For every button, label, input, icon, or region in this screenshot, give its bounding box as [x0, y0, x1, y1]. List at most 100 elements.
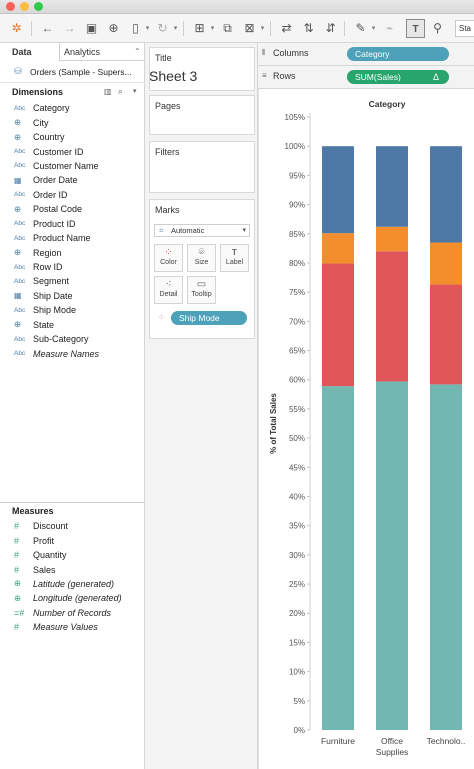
- close-window-button[interactable]: [6, 2, 15, 11]
- sort-ascending-icon[interactable]: ⇅: [303, 21, 314, 35]
- title-card[interactable]: Title: [149, 47, 255, 91]
- search-icon[interactable]: ⌕: [118, 86, 124, 96]
- refresh-icon[interactable]: ↻: [157, 21, 168, 35]
- bar-segment[interactable]: [376, 146, 408, 227]
- size-button[interactable]: ⌾ Size: [187, 244, 216, 272]
- bar-segment[interactable]: [430, 284, 462, 385]
- chevron-down-icon[interactable]: ▾: [133, 88, 137, 95]
- x-category-label[interactable]: Technolo..: [427, 736, 466, 746]
- dimension-state[interactable]: ⊕ State: [0, 318, 145, 332]
- ship-mode-color-pill[interactable]: Ship Mode: [171, 311, 247, 325]
- chevron-down-icon[interactable]: ▾: [210, 25, 215, 32]
- new-worksheet-icon[interactable]: ⊞: [194, 21, 205, 35]
- pages-card[interactable]: Pages: [149, 95, 255, 135]
- measure-quantity[interactable]: # Quantity: [0, 548, 145, 562]
- measure-sales[interactable]: # Sales: [0, 562, 145, 576]
- bar-segment[interactable]: [430, 242, 462, 285]
- dimension-sub-category[interactable]: Abc Sub-Category: [0, 332, 145, 346]
- dimension-region[interactable]: ⊕ Region: [0, 245, 145, 259]
- bar-segment[interactable]: [376, 381, 408, 730]
- dimension-city[interactable]: ⊕ City: [0, 115, 145, 129]
- tab-analytics-arrow-icon[interactable]: ⌃: [134, 47, 141, 56]
- dimension-product-id[interactable]: Abc Product ID: [0, 217, 145, 231]
- y-tick-label: 10%: [289, 668, 305, 677]
- sum-sales-row-pill[interactable]: SUM(Sales) Δ: [347, 70, 449, 84]
- dimension-category[interactable]: Abc Category: [0, 101, 145, 115]
- tooltip-label: Tooltip: [191, 291, 212, 298]
- tab-data[interactable]: Data: [0, 43, 60, 61]
- measure-latitude-generated[interactable]: ⊕ Latitude (generated): [0, 577, 145, 591]
- measure-longitude-generated[interactable]: ⊕ Longitude (generated): [0, 591, 145, 605]
- dimension-segment[interactable]: Abc Segment: [0, 274, 145, 288]
- detail-button[interactable]: ⁖ Detail: [154, 276, 183, 304]
- text-type-icon: Abc: [14, 191, 26, 199]
- new-data-source-icon[interactable]: ⊕: [108, 21, 119, 35]
- chevron-down-icon[interactable]: ▾: [371, 25, 376, 32]
- tableau-logo-icon[interactable]: ✲: [11, 21, 22, 35]
- rows-shelf: ≡ Rows SUM(Sales) Δ: [258, 66, 474, 89]
- dimension-order-id[interactable]: Abc Order ID: [0, 188, 145, 202]
- zoom-window-button[interactable]: [34, 2, 43, 11]
- sort-descending-icon[interactable]: ⇵: [325, 21, 336, 35]
- dimension-measure-names[interactable]: Abc Measure Names: [0, 346, 145, 360]
- group-icon[interactable]: ⌁: [385, 21, 394, 35]
- bar-segment[interactable]: [322, 263, 354, 387]
- save-icon[interactable]: ▣: [85, 21, 98, 35]
- chevron-down-icon[interactable]: ▾: [145, 25, 150, 32]
- swap-axes-icon[interactable]: ⇄: [281, 21, 292, 35]
- bar-segment[interactable]: [376, 226, 408, 252]
- dimension-ship-date[interactable]: ▦ Ship Date: [0, 289, 145, 303]
- bar-segment[interactable]: [322, 386, 354, 730]
- tooltip-button[interactable]: ▭ Tooltip: [187, 276, 216, 304]
- highlight-icon[interactable]: ✎: [355, 21, 366, 35]
- filters-card[interactable]: Filters: [149, 141, 255, 193]
- color-button[interactable]: ⁘ Color: [154, 244, 183, 272]
- undo-icon[interactable]: ←: [41, 21, 54, 35]
- mark-type-dropdown[interactable]: ⌗ Automatic ▾: [154, 224, 250, 237]
- bar-segment[interactable]: [430, 384, 462, 730]
- tab-analytics[interactable]: Analytics: [64, 47, 101, 57]
- measure-number-of-records[interactable]: =# Number of Records: [0, 606, 145, 620]
- field-name: Order ID: [33, 189, 68, 200]
- dimension-country[interactable]: ⊕ Country: [0, 130, 145, 144]
- dimension-product-name[interactable]: Abc Product Name: [0, 231, 145, 245]
- bar-segment[interactable]: [322, 146, 354, 234]
- label-button[interactable]: T Label: [220, 244, 249, 272]
- data-source-row[interactable]: ⛁ Orders (Sample - Supers...: [0, 61, 145, 83]
- text-type-icon: Abc: [14, 277, 26, 285]
- bar-segment[interactable]: [322, 233, 354, 264]
- category-column-pill[interactable]: Category: [347, 47, 449, 61]
- view-mode-icon[interactable]: ▥: [104, 87, 112, 96]
- x-category-label[interactable]: Office: [381, 736, 403, 746]
- database-icon: ⛁: [14, 66, 22, 76]
- dimension-order-date[interactable]: ▦ Order Date: [0, 173, 145, 187]
- dimension-customer-id[interactable]: Abc Customer ID: [0, 144, 145, 158]
- globe-icon: ⊕: [14, 578, 22, 589]
- field-name: Ship Date: [33, 290, 73, 301]
- x-category-label[interactable]: Furniture: [321, 736, 355, 746]
- pause-updates-icon[interactable]: ▯: [132, 21, 139, 35]
- minimize-window-button[interactable]: [20, 2, 29, 11]
- dimension-customer-name[interactable]: Abc Customer Name: [0, 159, 145, 173]
- sheet-title[interactable]: Sheet 3: [149, 68, 198, 84]
- x-category-label[interactable]: Supplies: [376, 747, 409, 757]
- dimension-row-id[interactable]: Abc Row ID: [0, 260, 145, 274]
- bar-segment[interactable]: [376, 251, 408, 382]
- fix-axes-icon[interactable]: ⚲: [433, 21, 442, 35]
- dimension-postal-code[interactable]: ⊕ Postal Code: [0, 202, 145, 216]
- bar-segment[interactable]: [430, 146, 462, 243]
- measure-measure-values[interactable]: # Measure Values: [0, 620, 145, 634]
- show-me-button[interactable]: Sta: [455, 20, 474, 37]
- show-labels-icon[interactable]: T: [406, 19, 425, 38]
- chevron-down-icon[interactable]: ▾: [173, 25, 178, 32]
- duplicate-sheet-icon[interactable]: ⧉: [223, 21, 232, 35]
- y-tick-label: 75%: [289, 288, 305, 297]
- dimension-ship-mode[interactable]: Abc Ship Mode: [0, 303, 145, 317]
- chevron-down-icon[interactable]: ▾: [260, 25, 265, 32]
- field-name: Discount: [33, 521, 69, 532]
- clear-sheet-icon[interactable]: ⊠: [244, 21, 255, 35]
- redo-icon[interactable]: →: [63, 21, 76, 35]
- measure-profit[interactable]: # Profit: [0, 533, 145, 547]
- field-name: Number of Records: [33, 607, 112, 618]
- measure-discount[interactable]: # Discount: [0, 519, 145, 533]
